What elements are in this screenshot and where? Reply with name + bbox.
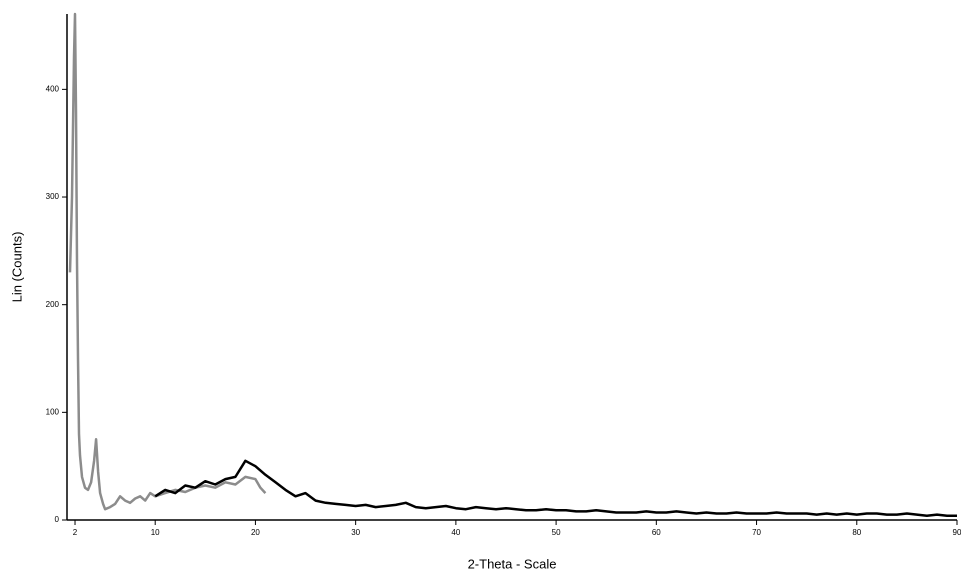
x-tick-label: 50 [552, 528, 561, 537]
y-tick-label: 0 [55, 515, 60, 524]
x-tick-label: 10 [151, 528, 160, 537]
x-tick-label: 30 [351, 528, 360, 537]
x-axis-title: 2-Theta - Scale [468, 556, 557, 571]
y-tick-label: 200 [46, 300, 60, 309]
x-tick-label: 60 [652, 528, 661, 537]
series-line [154, 459, 957, 517]
x-tick-label: 2 [73, 528, 78, 537]
x-tick-label: 40 [451, 528, 460, 537]
x-tick-label: 70 [752, 528, 761, 537]
y-tick-label: 300 [46, 192, 60, 201]
series-line [68, 12, 267, 511]
x-tick-label: 20 [251, 528, 260, 537]
y-tick-label: 400 [46, 84, 60, 93]
x-tick-label: 90 [953, 528, 961, 537]
y-tick-label: 100 [46, 407, 60, 416]
x-tick-label: 80 [852, 528, 861, 537]
y-axis-title: Lin (Counts) [9, 232, 24, 303]
